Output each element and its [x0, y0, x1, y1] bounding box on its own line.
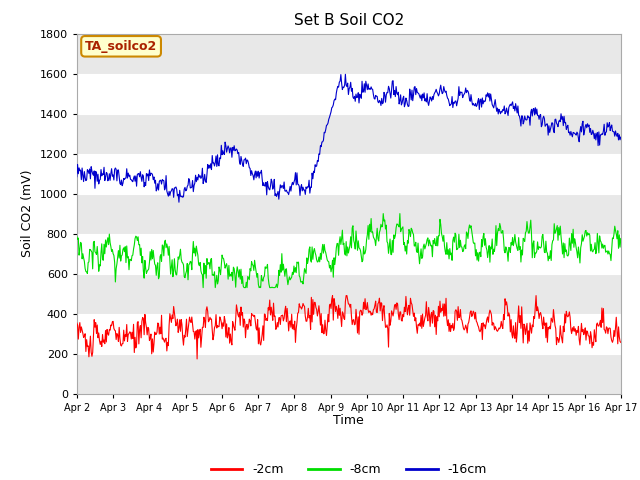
Bar: [77, 193, 621, 234]
Bar: [77, 313, 621, 354]
X-axis label: Time: Time: [333, 414, 364, 427]
Text: TA_soilco2: TA_soilco2: [85, 40, 157, 53]
Bar: [77, 274, 621, 313]
Bar: [77, 234, 621, 274]
Bar: [77, 154, 621, 193]
Bar: [77, 114, 621, 154]
Bar: [77, 34, 621, 73]
Bar: [77, 354, 621, 394]
Y-axis label: Soil CO2 (mV): Soil CO2 (mV): [21, 170, 34, 257]
Legend: -2cm, -8cm, -16cm: -2cm, -8cm, -16cm: [205, 458, 492, 480]
Bar: [77, 73, 621, 114]
Title: Set B Soil CO2: Set B Soil CO2: [294, 13, 404, 28]
